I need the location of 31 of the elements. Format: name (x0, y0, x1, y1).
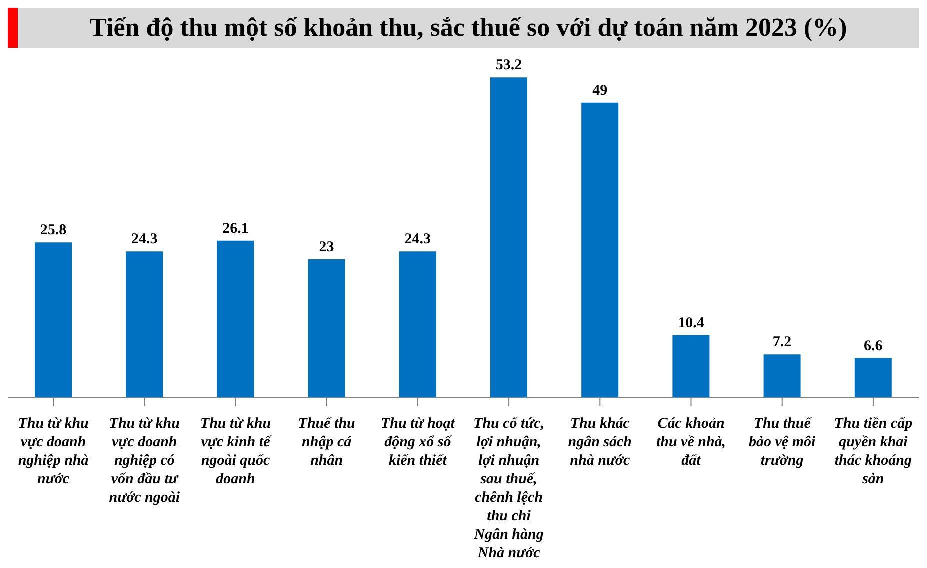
bar (126, 252, 164, 398)
data-label: 53.2 (496, 58, 522, 74)
x-tick-label: Các khoản thu về nhà, đất (656, 416, 726, 469)
bar (490, 78, 528, 398)
bar (672, 335, 710, 398)
data-label: 23 (319, 239, 334, 256)
bar (217, 240, 254, 398)
x-tick-label: Thu từ khu vực doanh nghiệp có vốn đầu tư nước ngoài (109, 416, 181, 506)
data-label: 49 (592, 82, 608, 99)
data-label: 24.3 (404, 232, 432, 248)
data-label: 25.8 (40, 222, 67, 239)
x-tick-label: Thuế thu nhập cá nhân (298, 416, 356, 469)
x-tick-label: Thu từ hoạt động xổ số kiến thiết (380, 416, 456, 469)
x-tick-label: Thu tiền cấp quyền khai thác khoáng sản (834, 416, 914, 488)
bar (399, 252, 436, 398)
x-tick-label: Thu khác ngân sách nhà nước (568, 416, 632, 469)
x-tick-label: Thu từ khu vực doanh nghiệp nhà nước (18, 416, 90, 488)
x-tick-label: Thu cổ tức, lợi nhuận, lợi nhuận sau thuế, chênh lệch thu chi Ngân hàng Nhà nước (473, 416, 545, 562)
bar (764, 354, 801, 398)
data-label: 10.4 (678, 315, 705, 332)
data-label: 6.6 (864, 338, 884, 354)
x-tick-label: Thu thuế bảo vệ môi trường (749, 416, 817, 469)
bar (35, 242, 72, 398)
data-label: 7.2 (772, 334, 792, 351)
data-label: 26.1 (222, 220, 249, 237)
bar (308, 259, 346, 398)
data-label: 24.3 (131, 232, 158, 248)
bar (582, 102, 619, 398)
x-tick-label: Thu từ khu vực kinh tế ngoài quốc doanh (200, 416, 273, 488)
chart-title: Tiến độ thu một số khoản thu, sắc thuế so với dự toán năm 2023 (%) (88, 13, 848, 43)
bar (854, 358, 892, 398)
